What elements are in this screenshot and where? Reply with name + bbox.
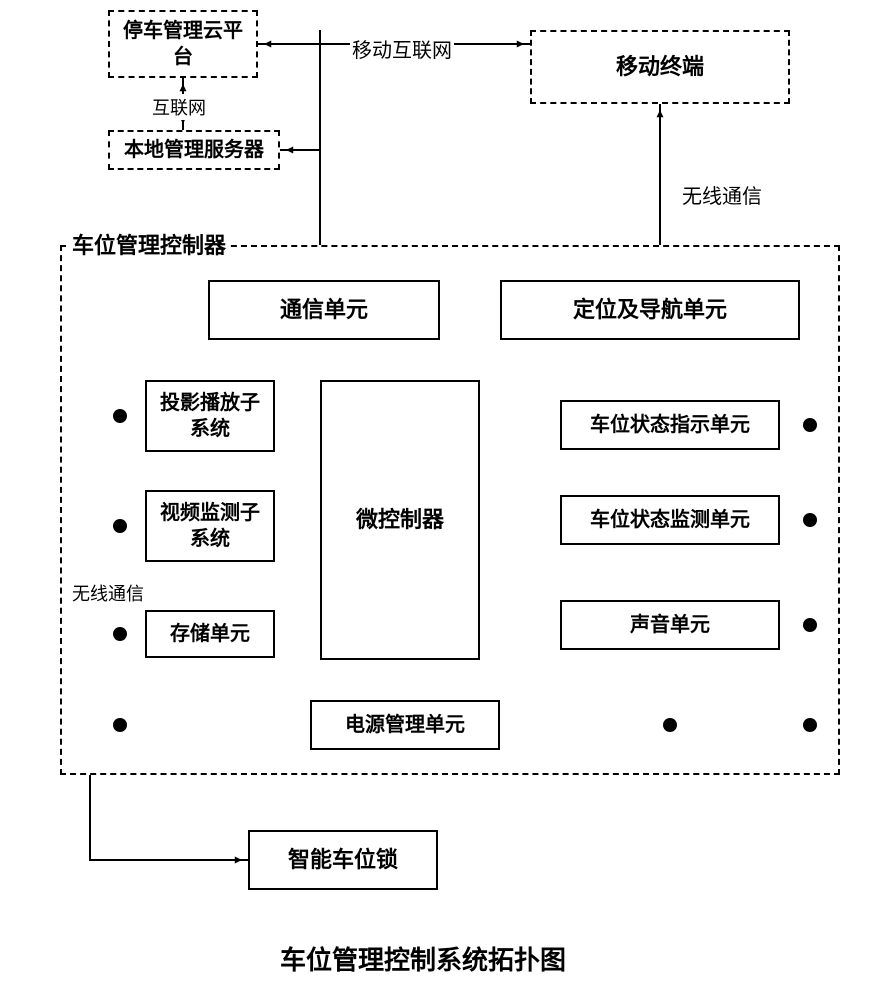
- text: 停车管理云平台: [114, 18, 252, 70]
- box-power: 电源管理单元: [310, 700, 500, 750]
- power-dot: [803, 618, 817, 632]
- power-dot: [803, 513, 817, 527]
- text: 视频监测子系统: [151, 500, 269, 552]
- power-dot: [663, 718, 677, 732]
- text: 存储单元: [170, 621, 250, 647]
- box-nav: 定位及导航单元: [500, 280, 800, 340]
- power-dot: [803, 418, 817, 432]
- box-server: 本地管理服务器: [108, 130, 280, 170]
- box-status-mon: 车位状态监测单元: [560, 495, 780, 545]
- text: 声音单元: [630, 612, 710, 638]
- box-video: 视频监测子系统: [145, 490, 275, 562]
- text: 车位状态指示单元: [590, 412, 750, 438]
- label-controller-title: 车位管理控制器: [70, 228, 228, 260]
- power-dot: [113, 409, 127, 423]
- power-dot: [113, 718, 127, 732]
- box-cloud: 停车管理云平台: [108, 10, 258, 78]
- text: 车位状态监测单元: [590, 507, 750, 533]
- box-mcu: 微控制器: [320, 380, 480, 660]
- text: 通信单元: [280, 296, 368, 325]
- box-mobile: 移动终端: [530, 30, 790, 104]
- box-status-ind: 车位状态指示单元: [560, 400, 780, 450]
- label-wireless1: 无线通信: [680, 180, 764, 209]
- text: 移动终端: [616, 53, 704, 82]
- text: 投影播放子系统: [151, 390, 269, 442]
- text: 本地管理服务器: [124, 137, 264, 163]
- label-wireless2: 无线通信: [70, 580, 146, 606]
- box-proj: 投影播放子系统: [145, 380, 275, 452]
- box-sound: 声音单元: [560, 600, 780, 650]
- diagram-canvas: 停车管理云平台 本地管理服务器 移动终端 通信单元 定位及导航单元 投影播放子系…: [0, 0, 882, 1000]
- text: 微控制器: [356, 506, 444, 535]
- box-comm: 通信单元: [208, 280, 440, 340]
- text: 定位及导航单元: [573, 296, 727, 325]
- text: 电源管理单元: [345, 712, 465, 738]
- box-lock: 智能车位锁: [248, 830, 438, 890]
- box-storage: 存储单元: [145, 610, 275, 658]
- power-dot: [803, 718, 817, 732]
- text: 智能车位锁: [288, 846, 398, 875]
- power-dot: [113, 519, 127, 533]
- diagram-title: 车位管理控制系统拓扑图: [280, 940, 566, 977]
- label-mobile-net: 移动互联网: [350, 34, 454, 63]
- power-dot: [113, 627, 127, 641]
- label-internet: 互联网: [150, 94, 208, 120]
